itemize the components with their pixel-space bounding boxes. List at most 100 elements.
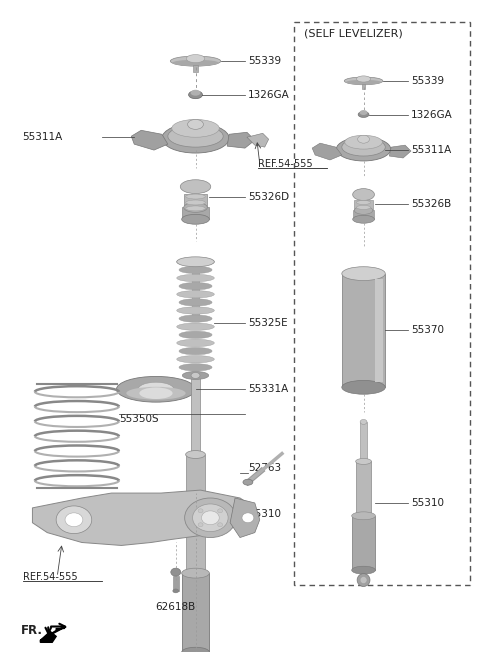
- Text: 55326D: 55326D: [248, 192, 289, 201]
- Text: 55311A: 55311A: [411, 145, 451, 155]
- Ellipse shape: [179, 298, 212, 306]
- Bar: [173, 576, 179, 591]
- Ellipse shape: [138, 382, 174, 396]
- Ellipse shape: [198, 509, 203, 513]
- Ellipse shape: [186, 569, 205, 577]
- Ellipse shape: [172, 119, 219, 137]
- Ellipse shape: [177, 339, 214, 346]
- Ellipse shape: [198, 523, 203, 527]
- Ellipse shape: [177, 307, 214, 314]
- Ellipse shape: [357, 205, 371, 209]
- Text: 52763: 52763: [248, 463, 281, 474]
- Text: REF.54-555: REF.54-555: [23, 572, 77, 582]
- Ellipse shape: [357, 573, 370, 586]
- Ellipse shape: [182, 568, 209, 578]
- Ellipse shape: [356, 459, 372, 464]
- Bar: [192, 262, 200, 321]
- Bar: [184, 194, 207, 207]
- Bar: [360, 422, 367, 461]
- Ellipse shape: [242, 513, 254, 523]
- Ellipse shape: [336, 137, 391, 161]
- Text: 55370: 55370: [411, 325, 444, 335]
- Ellipse shape: [139, 388, 173, 399]
- Ellipse shape: [186, 54, 205, 62]
- Bar: [342, 274, 385, 387]
- Polygon shape: [40, 626, 66, 640]
- Text: REF.54-555: REF.54-555: [258, 159, 312, 169]
- Polygon shape: [389, 145, 411, 158]
- Text: 55331A: 55331A: [248, 384, 288, 394]
- Ellipse shape: [202, 511, 219, 525]
- Ellipse shape: [185, 498, 236, 537]
- Ellipse shape: [357, 201, 371, 205]
- Ellipse shape: [352, 512, 375, 520]
- Text: FR.: FR.: [21, 624, 43, 637]
- Ellipse shape: [354, 207, 373, 215]
- Ellipse shape: [117, 377, 195, 402]
- Ellipse shape: [180, 180, 211, 194]
- Ellipse shape: [177, 274, 214, 281]
- Text: 55310: 55310: [411, 499, 444, 508]
- Ellipse shape: [173, 589, 179, 593]
- Ellipse shape: [358, 135, 370, 143]
- Bar: [353, 211, 374, 219]
- Text: 55339: 55339: [248, 56, 281, 66]
- Bar: [182, 207, 209, 219]
- Ellipse shape: [171, 568, 180, 576]
- Ellipse shape: [345, 135, 383, 149]
- Ellipse shape: [360, 110, 368, 115]
- Ellipse shape: [184, 203, 207, 213]
- Ellipse shape: [342, 267, 385, 281]
- Ellipse shape: [346, 80, 381, 85]
- Ellipse shape: [162, 123, 229, 153]
- Text: 55310: 55310: [248, 509, 281, 519]
- Ellipse shape: [191, 373, 200, 379]
- Bar: [375, 279, 384, 382]
- Bar: [191, 375, 200, 455]
- Ellipse shape: [188, 119, 204, 129]
- Ellipse shape: [357, 76, 371, 82]
- Ellipse shape: [179, 266, 212, 274]
- Ellipse shape: [179, 315, 212, 322]
- Ellipse shape: [56, 506, 92, 533]
- Polygon shape: [131, 131, 168, 150]
- Ellipse shape: [172, 60, 219, 66]
- Ellipse shape: [177, 258, 214, 266]
- Ellipse shape: [177, 356, 214, 363]
- Ellipse shape: [353, 215, 374, 223]
- Ellipse shape: [342, 138, 385, 156]
- Ellipse shape: [189, 91, 203, 98]
- Bar: [352, 516, 375, 570]
- Text: 1326GA: 1326GA: [411, 110, 453, 119]
- Ellipse shape: [177, 323, 214, 331]
- Ellipse shape: [353, 189, 374, 201]
- Text: 55350S: 55350S: [120, 414, 159, 424]
- Bar: [356, 461, 372, 516]
- Bar: [193, 65, 198, 72]
- Bar: [294, 22, 470, 585]
- Ellipse shape: [191, 90, 201, 96]
- Bar: [354, 201, 373, 211]
- Polygon shape: [227, 133, 255, 148]
- Ellipse shape: [186, 200, 205, 205]
- Ellipse shape: [65, 513, 83, 527]
- Ellipse shape: [217, 509, 223, 513]
- Polygon shape: [230, 498, 260, 537]
- Ellipse shape: [182, 647, 209, 656]
- Ellipse shape: [243, 480, 253, 485]
- Ellipse shape: [186, 194, 205, 199]
- Ellipse shape: [360, 419, 367, 424]
- Ellipse shape: [186, 206, 205, 211]
- Ellipse shape: [126, 387, 186, 400]
- Ellipse shape: [177, 291, 214, 298]
- Text: 55339: 55339: [411, 76, 444, 86]
- Ellipse shape: [352, 566, 375, 574]
- Ellipse shape: [168, 125, 223, 147]
- Ellipse shape: [358, 112, 369, 117]
- Ellipse shape: [192, 504, 228, 531]
- Ellipse shape: [182, 215, 209, 224]
- Bar: [186, 455, 205, 573]
- Text: 55326B: 55326B: [411, 199, 451, 209]
- Ellipse shape: [344, 77, 383, 85]
- Ellipse shape: [179, 283, 212, 290]
